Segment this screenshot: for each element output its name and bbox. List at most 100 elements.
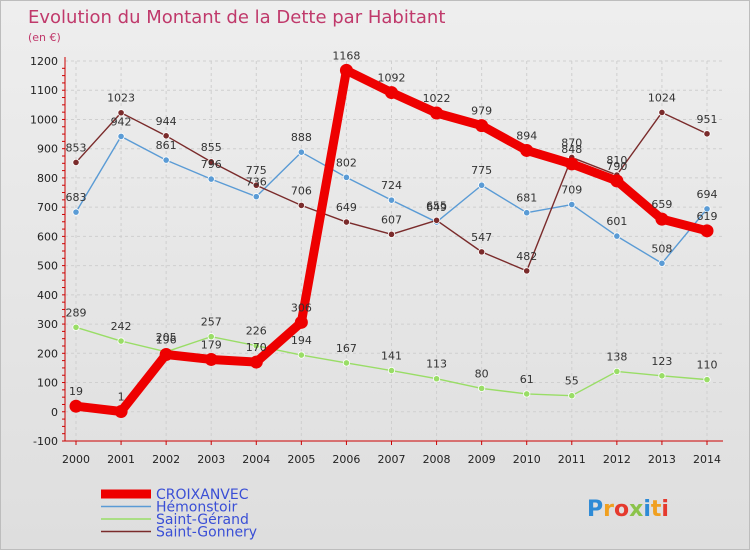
data-point-saint-gerand [568,392,576,400]
y-tick-label: 700 [37,201,58,214]
data-label-croixanvec: 306 [291,301,312,314]
data-label-hemonstoir: 861 [156,139,177,152]
x-tick-label: 2005 [287,453,315,466]
legend-label-saint-gonnery: Saint-Gonnery [156,525,257,541]
data-label-saint-gonnery: 607 [381,213,402,226]
data-label-croixanvec: 790 [606,160,627,173]
data-point-hemonstoir [523,209,531,217]
x-tick-label: 2014 [693,453,721,466]
data-label-saint-gonnery: 870 [561,136,582,149]
x-tick-label: 2001 [107,453,135,466]
data-point-hemonstoir [478,181,486,189]
data-point-saint-gonnery [252,181,260,189]
data-label-saint-gerand: 123 [651,355,672,368]
data-point-saint-gonnery [432,216,441,224]
data-label-croixanvec: 848 [561,143,582,156]
data-label-saint-gerand: 80 [475,367,489,380]
data-label-hemonstoir: 888 [291,131,312,144]
x-tick-label: 2007 [378,453,406,466]
data-label-saint-gonnery: 951 [697,113,718,126]
x-tick-label: 2010 [513,453,541,466]
data-point-saint-gerand [72,323,80,331]
data-label-croixanvec: 979 [471,105,492,118]
data-label-saint-gonnery: 547 [471,231,492,244]
data-label-hemonstoir: 724 [381,179,402,192]
y-tick-label: 100 [37,377,58,390]
data-point-hemonstoir [658,259,666,267]
legend-label-hemonstoir: Hémonstoir [156,500,237,516]
data-label-hemonstoir: 681 [516,192,537,205]
data-label-saint-gonnery: 775 [246,164,267,177]
data-point-croixanvec [430,106,444,120]
data-point-croixanvec [69,399,83,413]
data-point-saint-gonnery [523,267,531,275]
data-point-hemonstoir [342,173,351,181]
y-tick-label: 800 [37,172,58,185]
data-point-saint-gerand [703,376,711,384]
data-point-saint-gonnery [297,201,305,209]
data-point-croixanvec [655,212,669,226]
data-label-croixanvec: 1 [118,390,125,403]
data-point-hemonstoir [162,156,170,164]
data-label-saint-gonnery: 944 [156,115,177,128]
data-point-hemonstoir [207,175,215,183]
data-point-hemonstoir [703,205,711,213]
data-point-croixanvec [249,355,263,369]
data-point-hemonstoir [568,200,576,209]
x-tick-label: 2004 [242,453,270,466]
data-point-hemonstoir [252,193,260,201]
data-label-croixanvec: 1168 [332,49,360,62]
data-point-croixanvec [385,86,398,100]
data-point-saint-gerand [432,375,441,383]
data-label-croixanvec: 1022 [423,92,451,105]
data-point-croixanvec [294,315,308,329]
data-point-hemonstoir [72,208,80,216]
y-tick-label: 0 [51,406,58,419]
data-label-saint-gerand: 194 [291,334,312,347]
logo-letter: r [603,497,614,522]
data-label-croixanvec: 19 [69,385,83,398]
data-point-saint-gonnery [387,230,396,238]
data-point-hemonstoir [387,196,396,204]
proxiti-logo-text: Proxiti [587,497,669,522]
data-label-saint-gerand: 138 [606,350,627,363]
y-tick-label: 600 [37,230,58,243]
data-label-saint-gerand: 167 [336,342,357,355]
x-tick-label: 2009 [468,453,496,466]
data-label-saint-gerand: 289 [66,306,87,319]
data-point-saint-gerand [658,372,666,380]
y-tick-label: 1000 [30,113,58,126]
y-tick-label: 300 [37,318,58,331]
data-point-hemonstoir [297,148,305,156]
logo-letter: o [614,497,629,522]
data-label-hemonstoir: 942 [111,115,132,128]
data-label-saint-gonnery: 810 [606,154,627,167]
data-label-saint-gerand: 242 [111,320,132,333]
data-label-saint-gonnery: 1024 [648,91,676,104]
data-label-saint-gerand: 226 [246,325,267,338]
y-tick-label: 200 [37,347,58,360]
data-point-croixanvec [565,157,579,171]
legend-label-croixanvec: CROIXANVEC [156,487,249,503]
data-label-croixanvec: 1092 [378,72,406,85]
x-tick-label: 2000 [62,453,90,466]
data-label-croixanvec: 659 [651,198,672,211]
data-point-croixanvec [520,143,534,157]
data-label-hemonstoir: 649 [426,201,447,214]
data-label-saint-gonnery: 706 [291,184,312,197]
data-point-saint-gonnery [658,108,666,117]
data-label-hemonstoir: 683 [66,191,87,204]
data-label-hemonstoir: 775 [471,164,492,177]
y-tick-label: -100 [33,435,58,448]
data-point-saint-gerand [478,384,486,392]
data-label-croixanvec: 619 [697,210,718,223]
data-label-hemonstoir: 736 [246,176,267,189]
data-point-saint-gonnery [342,218,351,226]
x-tick-label: 2006 [332,453,360,466]
x-tick-label: 2002 [152,453,180,466]
data-point-croixanvec [339,63,353,77]
data-point-saint-gerand [613,367,621,376]
logo-letter: x [629,497,643,522]
data-point-croixanvec [159,347,173,361]
